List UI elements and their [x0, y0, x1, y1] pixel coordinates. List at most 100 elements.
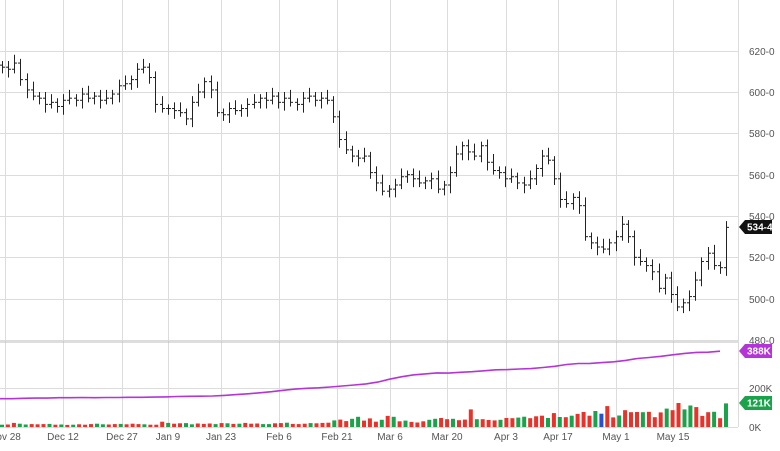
- ohlc-bar: [405, 170, 410, 183]
- ohlc-bar: [650, 259, 655, 281]
- volume-bar: [249, 423, 254, 427]
- volume-bar: [71, 424, 76, 427]
- ohlc-bar: [61, 94, 66, 115]
- volume-bar: [219, 423, 224, 427]
- x-tick-label: Apr 3: [494, 432, 518, 443]
- ohlc-bar: [712, 244, 717, 270]
- volume-bar: [700, 415, 705, 427]
- ohlc-bar: [98, 89, 103, 109]
- ohlc-bar: [221, 108, 226, 121]
- volume-bar: [569, 415, 574, 427]
- volume-bar: [605, 406, 610, 427]
- open-interest-line: [0, 350, 721, 400]
- volume-bar: [712, 411, 717, 427]
- volume-bar: [195, 423, 200, 427]
- volume-bar: [350, 418, 355, 427]
- ohlc-bar: [123, 75, 128, 90]
- y-tick-label: 620-0: [749, 47, 775, 58]
- ohlc-bar: [153, 71, 158, 113]
- volume-bar: [486, 420, 491, 427]
- ohlc-bar: [564, 191, 569, 208]
- volume-bar: [11, 422, 16, 427]
- volume-bar: [83, 424, 88, 427]
- volume-bar: [652, 417, 657, 427]
- ohlc-bar: [387, 185, 392, 198]
- ohlc-bar: [491, 154, 496, 175]
- volume-bar: [189, 424, 194, 427]
- volume-bar: [611, 417, 616, 427]
- x-tick-label: Mar 20: [431, 432, 463, 443]
- volume-bar: [694, 407, 699, 427]
- ohlc-bar: [104, 89, 109, 105]
- x-tick-label: Jan 23: [206, 432, 236, 443]
- ohlc-bar: [31, 81, 36, 101]
- ohlc-bar: [172, 102, 177, 119]
- ohlc-bar: [178, 102, 183, 117]
- volume-bar: [421, 421, 426, 427]
- ohlc-bar: [233, 100, 238, 115]
- volume-bar: [0, 424, 4, 427]
- ohlc-bar: [528, 170, 533, 190]
- ohlc-bar: [49, 94, 54, 109]
- ohlc-bar: [209, 75, 214, 99]
- ohlc-bar: [350, 145, 355, 163]
- volume-bar: [302, 423, 307, 427]
- ohlc-bar: [534, 164, 539, 185]
- ohlc-bar: [632, 230, 637, 266]
- ohlc-bar: [503, 166, 508, 188]
- volume-bar: [23, 424, 28, 427]
- y-tick-label: 500-0: [749, 295, 775, 306]
- volume-bar: [160, 421, 165, 427]
- volume-bar: [148, 424, 153, 427]
- ohlc-bar: [466, 139, 471, 161]
- ohlc-bar: [129, 75, 134, 90]
- ohlc-bar: [301, 92, 306, 113]
- ohlc-bar: [669, 271, 674, 303]
- volume-bar: [522, 416, 527, 427]
- volume-bar: [635, 412, 639, 427]
- y-tick-label: 520-0: [749, 253, 775, 264]
- ohlc-bar: [693, 271, 698, 301]
- ohlc-bar: [110, 89, 115, 105]
- volume-bar: [296, 424, 301, 427]
- ohlc-bar: [160, 96, 165, 113]
- volume-bar: [17, 423, 22, 427]
- ohlc-bar: [380, 174, 385, 196]
- ohlc-bar: [184, 108, 189, 126]
- ohlc-bar: [190, 96, 195, 128]
- volume-bar: [314, 423, 319, 427]
- volume-bar: [77, 424, 82, 427]
- volume-bar: [166, 422, 171, 427]
- y-tick-label: 480-0: [749, 336, 775, 347]
- volume-bar: [106, 424, 111, 427]
- ohlc-bar: [724, 221, 729, 276]
- x-tick-label: Jan 9: [156, 432, 181, 443]
- volume-bar: [231, 423, 236, 427]
- last-price-badge-text: 534-4: [747, 223, 773, 234]
- ohlc-bar: [135, 63, 140, 88]
- volume-badge-text: 121K: [747, 399, 772, 410]
- ohlc-bar: [258, 94, 263, 109]
- x-tick-label: May 15: [657, 432, 690, 443]
- ohlc-bar: [442, 180, 447, 196]
- volume-bar: [118, 423, 123, 427]
- volume-bar: [391, 416, 396, 427]
- volume-bar: [593, 411, 598, 427]
- volume-bar: [320, 422, 325, 427]
- ohlc-bar: [37, 92, 42, 105]
- volume-bar: [356, 416, 361, 427]
- ohlc-bar: [270, 87, 275, 105]
- ohlc-bar: [423, 176, 428, 190]
- volume-bar: [89, 424, 93, 427]
- volume-bar: [379, 419, 384, 427]
- ohlc-bar: [117, 79, 122, 103]
- volume-bar: [468, 409, 473, 427]
- ohlc-bar: [276, 92, 281, 109]
- ohlc-bar: [540, 149, 545, 177]
- volume-bar: [201, 423, 206, 427]
- volume-bar: [338, 419, 343, 427]
- ohlc-bar: [583, 197, 588, 241]
- volume-bar: [676, 403, 681, 427]
- ohlc-bar: [509, 168, 514, 183]
- ohlc-bar: [657, 263, 662, 293]
